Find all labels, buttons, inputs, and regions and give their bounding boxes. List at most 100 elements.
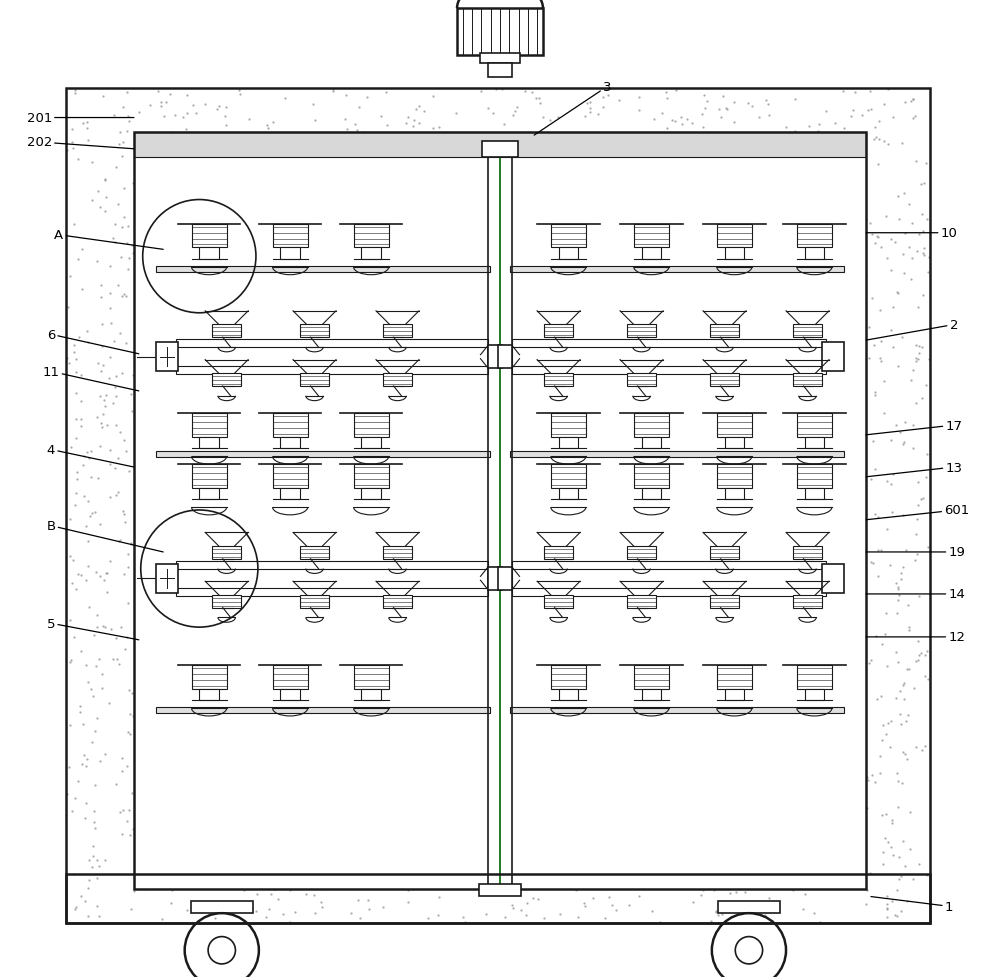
Point: [645, 667, 661, 683]
Point: [787, 784, 803, 800]
Point: [778, 828, 794, 844]
Point: [132, 577, 148, 593]
Point: [816, 844, 832, 860]
Point: [864, 290, 880, 306]
Point: [821, 176, 837, 192]
Point: [489, 589, 505, 604]
Point: [589, 513, 605, 529]
Point: [459, 200, 475, 216]
Point: [314, 881, 330, 897]
Point: [619, 631, 635, 646]
Point: [161, 281, 177, 296]
Point: [896, 676, 912, 691]
Point: [829, 528, 845, 544]
Point: [251, 858, 267, 873]
Point: [690, 706, 706, 722]
Point: [209, 127, 225, 143]
Point: [76, 449, 92, 465]
Point: [413, 349, 429, 365]
Point: [841, 331, 857, 346]
Point: [715, 583, 731, 599]
Point: [890, 286, 906, 301]
Point: [807, 312, 823, 328]
Point: [116, 433, 132, 449]
Point: [267, 859, 283, 874]
Point: [165, 546, 181, 561]
Point: [318, 234, 334, 249]
Point: [593, 231, 609, 246]
Point: [455, 133, 471, 149]
Point: [185, 296, 201, 312]
Point: [883, 263, 899, 279]
Point: [486, 734, 502, 749]
Point: [579, 96, 595, 111]
Point: [437, 287, 453, 302]
Point: [181, 429, 197, 445]
Point: [486, 227, 502, 243]
Point: [483, 867, 499, 883]
Point: [441, 582, 457, 598]
Point: [420, 798, 436, 814]
Point: [419, 140, 435, 156]
Point: [146, 804, 162, 820]
Point: [457, 337, 473, 353]
Point: [352, 164, 368, 180]
Point: [361, 172, 377, 188]
Point: [253, 266, 269, 282]
Point: [179, 244, 195, 259]
Bar: [66, 874, 930, 923]
Point: [660, 572, 676, 588]
Point: [620, 845, 636, 861]
Point: [527, 637, 543, 652]
Point: [256, 451, 272, 467]
Point: [488, 494, 504, 510]
Point: [607, 304, 623, 320]
Point: [890, 579, 906, 595]
Bar: [559, 689, 578, 700]
Point: [845, 104, 861, 119]
Point: [890, 593, 906, 608]
Point: [265, 642, 281, 657]
Point: [476, 145, 492, 160]
Point: [149, 563, 165, 579]
Point: [499, 218, 515, 234]
Bar: [797, 665, 832, 689]
Point: [160, 460, 176, 475]
Point: [646, 111, 662, 127]
Point: [831, 600, 847, 616]
Bar: [544, 547, 573, 559]
Point: [842, 680, 858, 695]
Point: [841, 202, 857, 218]
Point: [505, 419, 521, 434]
Point: [473, 414, 489, 429]
Point: [560, 581, 576, 597]
Point: [142, 168, 158, 184]
Point: [352, 213, 368, 229]
Point: [206, 659, 222, 675]
Point: [533, 351, 549, 367]
Point: [66, 337, 82, 353]
Point: [116, 287, 132, 302]
Point: [682, 413, 698, 428]
Point: [313, 157, 329, 173]
Point: [346, 221, 362, 237]
Point: [908, 739, 924, 755]
Point: [473, 726, 489, 741]
Point: [564, 532, 580, 548]
Point: [158, 753, 174, 769]
Point: [231, 668, 247, 684]
Point: [496, 635, 512, 650]
Point: [432, 784, 448, 800]
Point: [536, 468, 552, 484]
Point: [282, 437, 298, 453]
Point: [73, 413, 89, 428]
Point: [408, 102, 424, 117]
Point: [812, 524, 828, 540]
Point: [227, 221, 243, 237]
Point: [485, 883, 501, 899]
Point: [497, 334, 513, 350]
Point: [833, 154, 849, 169]
Point: [446, 267, 462, 283]
Point: [899, 894, 915, 910]
Point: [63, 440, 79, 456]
